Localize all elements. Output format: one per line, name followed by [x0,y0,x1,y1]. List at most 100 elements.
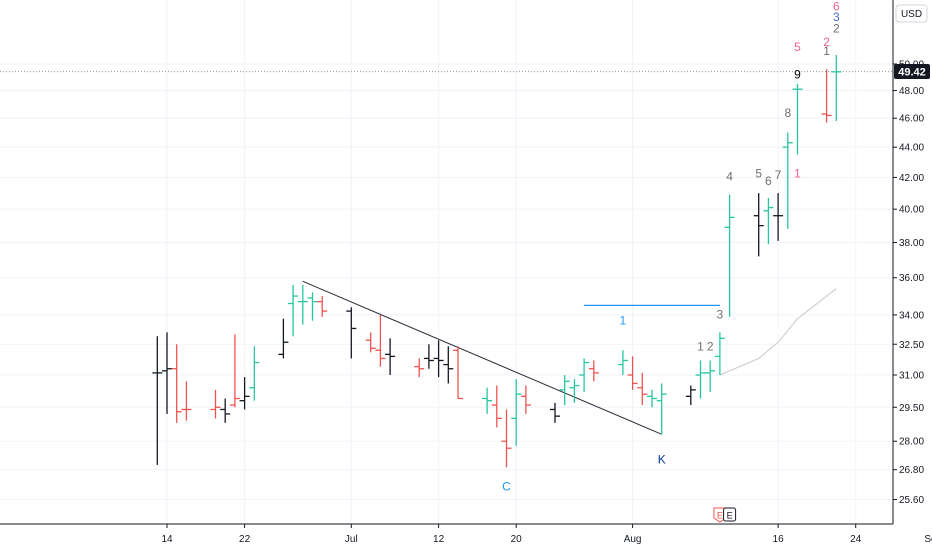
price-tick-label: 42.00 [899,173,924,184]
price-tick-label: 40.00 [899,205,924,216]
time-tick-label: 16 [773,534,785,545]
ohlc-bar[interactable] [511,379,522,446]
price-tick-label: 48.00 [899,86,924,97]
ohlc-bar[interactable] [297,284,308,325]
trendline[interactable] [302,280,662,435]
ohlc-bar[interactable] [385,338,396,375]
ohlc-bar[interactable] [520,385,531,414]
price-axis[interactable]: 25.60 26.80 28.00 29.50 31.00 32.50 34.00 36.00… [893,60,924,507]
ohlc-bar[interactable] [239,377,250,410]
count-label: 8 [784,106,791,120]
count-label: 1 [620,314,627,328]
time-axis[interactable]: 14 22 Jul 12 20 Aug 16 24 Sep [161,524,932,545]
ohlc-bar[interactable] [433,340,444,378]
price-tick-label: 46.00 [899,114,924,125]
axes [0,0,894,525]
ohlc-bar[interactable] [375,314,386,367]
ohlc-bar[interactable] [579,358,590,393]
ohlc-bar[interactable] [453,346,463,400]
price-tick-label: 38.00 [899,238,924,249]
ohlc-bar[interactable] [685,385,696,406]
count-label: 3 [717,308,724,322]
price-tick-label: 44.00 [899,143,924,154]
grid [0,0,893,524]
ohlc-bar[interactable] [278,318,289,359]
price-tick-label: 31.00 [899,371,924,382]
ohlc-bar[interactable] [317,296,328,317]
count-label: C [502,480,511,494]
ohlc-bar[interactable] [569,379,580,403]
ohlc-bar[interactable] [181,381,192,421]
count-label: 2 [707,339,714,353]
ohlc-bar[interactable] [656,383,667,435]
count-label: 9 [794,67,801,81]
earnings-marker[interactable]: E [723,507,737,522]
currency-button[interactable]: USD [895,4,928,23]
earnings-marker-shape [723,507,737,522]
plot-area[interactable] [152,54,842,468]
ohlc-bar[interactable] [821,69,832,123]
count-label: 6 [833,0,840,13]
time-tick-label: Sep [924,534,932,545]
ohlc-bar[interactable] [831,54,842,122]
ohlc-bar[interactable] [617,350,628,375]
ohlc-bar[interactable] [637,372,648,406]
price-tick-label: 28.00 [899,437,924,448]
ohlc-bar[interactable] [588,360,599,382]
ohlc-bar[interactable] [501,409,512,468]
ohlc-bar[interactable] [307,292,318,321]
ohlc-bar[interactable] [365,332,376,353]
ohlc-bar[interactable] [559,375,570,406]
count-label: K [658,453,666,467]
ohlc-bar[interactable] [152,336,163,465]
ohlc-bar[interactable] [210,389,221,419]
count-label: 1 [697,339,704,353]
ohlc-bar[interactable] [714,332,725,375]
count-label: 7 [775,168,782,182]
ohlc-bar[interactable] [705,360,716,393]
ohlc-bar[interactable] [647,389,657,408]
ohlc-bar[interactable] [550,402,560,423]
ohlc-bar[interactable] [763,197,774,245]
ohlc-bar[interactable] [627,356,638,390]
price-tick-label: 25.60 [899,495,924,506]
currency-label: USD [901,9,922,20]
ohlc-bar[interactable] [782,132,793,229]
count-label: 5 [755,166,762,180]
earnings-marker-label: E [727,511,733,521]
ohlc-bar[interactable] [724,194,735,317]
price-tick-label: 34.00 [899,310,924,321]
ohlc-bar[interactable] [773,193,784,241]
ohlc-bar[interactable] [249,346,260,401]
count-label: 5 [794,40,801,54]
price-tick-label: 29.50 [899,403,924,414]
ohlc-bar[interactable] [491,385,502,428]
ohlc-bar[interactable] [346,307,357,359]
ohlc-bar[interactable] [482,387,493,414]
earnings-marker-label: E [717,511,723,521]
ohlc-bar[interactable] [753,193,764,257]
ohlc-bar[interactable] [171,344,182,423]
count-label: 2 [833,21,840,35]
ohlc-bar[interactable] [423,344,434,369]
count-label: 1 [823,44,830,58]
ohlc-bar[interactable] [792,83,803,155]
ohlc-bar[interactable] [220,398,231,423]
ohlc-bar[interactable] [229,334,240,408]
ohlc-bar[interactable] [443,346,454,384]
ohlc-bar[interactable] [288,284,299,337]
time-tick-label: 14 [161,534,173,545]
count-label: 2 [823,35,830,49]
ohlc-bar[interactable] [414,358,425,378]
ohlc-bar[interactable] [695,360,706,399]
time-tick-label: 24 [850,534,862,545]
time-tick-label: 22 [239,534,251,545]
ohlc-bar[interactable] [162,332,172,414]
price-tick-label: 26.80 [899,465,924,476]
count-label: 4 [726,170,733,184]
count-label: 1 [794,166,801,180]
